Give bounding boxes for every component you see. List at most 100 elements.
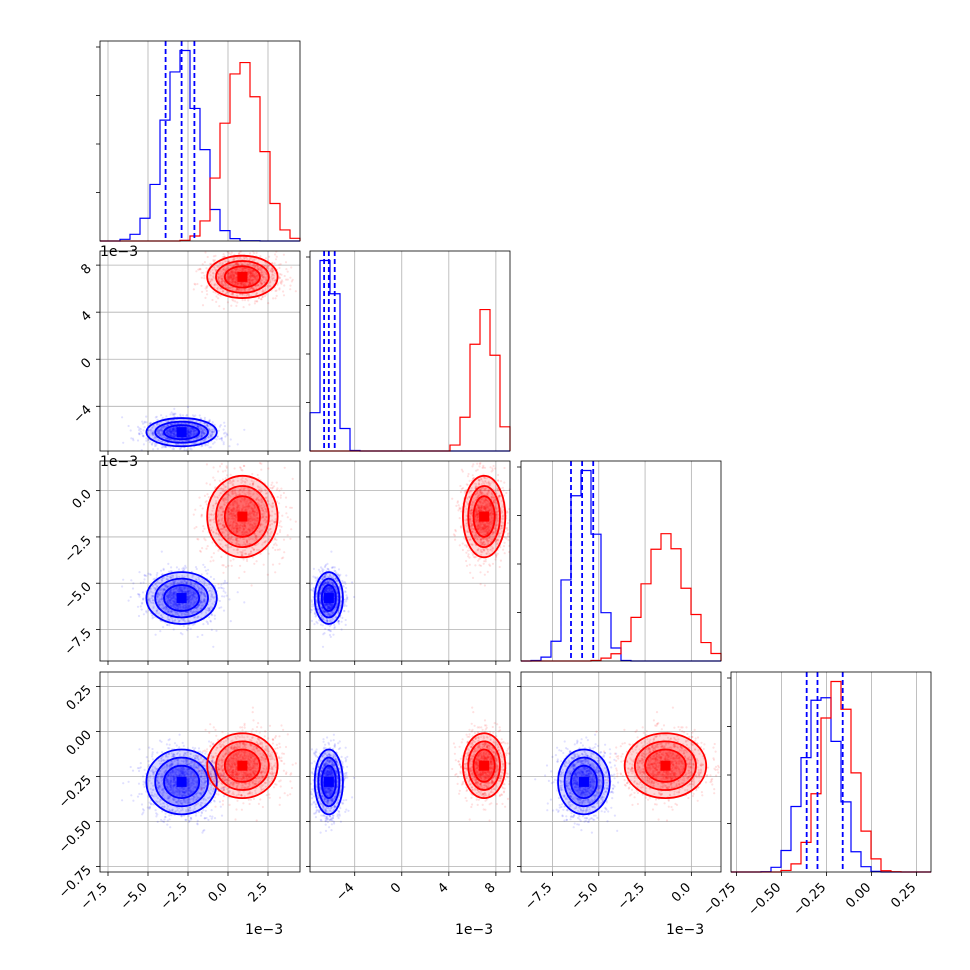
sample-point — [190, 429, 193, 432]
sample-point — [275, 255, 278, 258]
sample-point — [205, 463, 208, 466]
grid — [354, 251, 497, 451]
sample-point — [182, 625, 185, 628]
sample-point — [213, 617, 216, 620]
sample-point — [220, 606, 223, 609]
sample-point — [187, 429, 190, 432]
sample-point — [193, 432, 196, 435]
sample-point — [271, 546, 274, 549]
sample-point — [259, 255, 262, 258]
sample-point — [248, 303, 251, 306]
sample-point — [211, 421, 214, 424]
sample-point — [289, 284, 292, 287]
y-tick-label: −4 — [71, 403, 95, 427]
sample-point — [211, 428, 214, 431]
sample-point — [178, 447, 181, 451]
sample-point — [255, 251, 258, 254]
sample-point — [286, 270, 289, 273]
sample-point — [276, 532, 279, 536]
sample-point — [198, 496, 201, 499]
sample-point — [286, 278, 289, 281]
sample-point — [283, 284, 286, 287]
sample-point — [171, 429, 174, 432]
sample-point — [148, 441, 151, 444]
sample-point — [208, 616, 211, 619]
sample-point — [200, 284, 203, 287]
sample-point — [187, 627, 190, 630]
sample-point — [271, 563, 275, 566]
sample-point — [230, 251, 233, 254]
sample-point — [207, 436, 210, 439]
sample-point — [215, 300, 218, 303]
sample-point — [142, 613, 145, 616]
sample-point — [208, 418, 211, 421]
sample-point — [264, 257, 268, 260]
sample-point — [271, 487, 274, 490]
sample-point — [252, 252, 256, 255]
sample-point — [196, 424, 199, 427]
sample-point — [223, 579, 226, 583]
sample-point — [138, 571, 141, 574]
sample-point — [154, 633, 157, 636]
sample-point — [206, 621, 209, 624]
sample-point — [179, 632, 182, 635]
sample-point — [137, 432, 141, 435]
sample-point — [210, 628, 213, 632]
sample-point — [286, 516, 289, 519]
sample-point — [223, 421, 226, 424]
sample-point — [208, 420, 211, 423]
y-tick-label: 0 — [78, 355, 94, 371]
sample-point — [203, 527, 206, 530]
sample-point — [201, 530, 205, 533]
sample-point — [218, 479, 221, 482]
sample-point — [224, 591, 227, 594]
sample-point — [255, 560, 258, 563]
sample-point — [121, 585, 124, 588]
sample-point — [268, 255, 271, 258]
sample-point — [262, 563, 265, 566]
sample-point — [155, 437, 158, 440]
sample-point — [236, 301, 239, 304]
sample-point — [132, 582, 135, 585]
sample-point — [195, 437, 198, 440]
sample-point — [212, 559, 215, 562]
sample-point — [236, 443, 239, 446]
sample-point — [291, 477, 294, 480]
sample-point — [229, 253, 232, 256]
sample-point — [274, 571, 277, 574]
density-peak — [176, 427, 187, 438]
sample-point — [152, 616, 155, 619]
sample-point — [189, 433, 192, 436]
sample-point — [239, 564, 242, 567]
sample-point — [221, 470, 225, 473]
sample-point — [194, 508, 197, 511]
sample-point — [203, 566, 206, 569]
sample-point — [289, 518, 292, 521]
density-peak — [176, 593, 187, 604]
sample-point — [129, 595, 132, 599]
sample-point — [221, 439, 224, 442]
sample-point — [203, 537, 206, 540]
sample-point — [165, 415, 168, 418]
sample-point — [251, 472, 254, 476]
sample-point — [173, 412, 176, 415]
sample-point — [149, 573, 152, 576]
sample-point — [208, 446, 211, 449]
sample-point — [167, 570, 171, 573]
sample-point — [284, 261, 288, 264]
sample-point — [193, 282, 196, 285]
sample-point — [226, 582, 229, 585]
sample-point — [190, 434, 193, 437]
y-offset-label: 1e−3 — [100, 244, 138, 260]
sample-point — [188, 430, 191, 434]
sample-point — [274, 258, 278, 261]
sample-point — [220, 583, 223, 586]
sample-point — [172, 427, 175, 430]
sample-point — [170, 411, 173, 414]
sample-point — [167, 562, 170, 566]
sample-point — [192, 288, 195, 291]
sample-point — [203, 432, 206, 435]
sample-point — [151, 614, 154, 617]
sample-point — [206, 425, 209, 428]
sample-point — [206, 572, 209, 575]
